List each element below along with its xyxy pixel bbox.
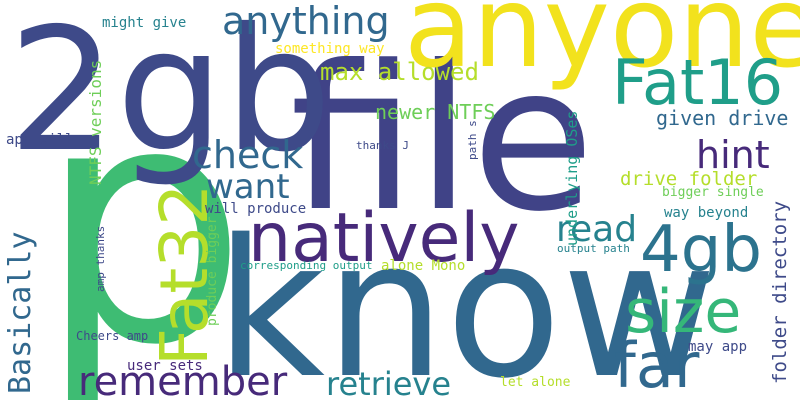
word-cheers-amp: Cheers amp	[76, 329, 149, 343]
word-remember: remember	[78, 359, 288, 400]
word-underlying-oses: underlying OSes	[563, 110, 581, 246]
word-thanks-j: thanks J	[356, 139, 409, 152]
word-given-drive: given drive	[656, 106, 789, 130]
word-retrieve: retrieve	[326, 365, 452, 400]
word-anyone: anyone	[404, 0, 800, 93]
word-basically: Basically	[3, 231, 38, 394]
word-size: size	[625, 277, 742, 347]
word-folder-directory: folder directory	[769, 200, 791, 384]
word-file: file	[290, 23, 595, 256]
word-check: check	[192, 133, 304, 177]
word-ntfs-versions: NTFS versions	[86, 59, 105, 185]
word-might-give: might give	[102, 15, 187, 31]
word-path-s: path s	[466, 120, 479, 160]
word-produce-bigger: produce bigger	[205, 216, 220, 326]
word-want: want	[206, 167, 290, 207]
word-app-will: app will	[6, 132, 74, 148]
word-2gb: 2gb	[8, 0, 332, 190]
word-know: know	[215, 199, 718, 400]
word-amp-thanks: amp thanks	[94, 225, 107, 292]
word-drive-folder: drive folder	[620, 168, 758, 190]
word-p: p	[38, 33, 248, 400]
word-anything: anything	[222, 0, 390, 43]
word-will-produce: will produce	[205, 201, 307, 217]
word-natively: natively	[248, 199, 520, 278]
word-read: read	[556, 209, 638, 250]
word-newer-ntfs: newer NTFS	[375, 100, 496, 124]
word-user-sets: user sets	[127, 358, 203, 374]
word-fat16: Fat16	[612, 46, 784, 119]
word-alone-mono: alone Mono	[381, 258, 466, 274]
word-let-alone: let alone	[500, 375, 571, 390]
word-hint: hint	[696, 133, 770, 177]
word-max-allowed: max allowed	[320, 58, 479, 86]
word-far: far	[614, 329, 700, 400]
word-corresponding-output: corresponding output	[240, 259, 373, 272]
word-4gb: 4gb	[640, 213, 762, 287]
word-may-app: may app	[688, 339, 748, 355]
word-bigger-single: bigger single	[662, 185, 764, 200]
word-something-way: something way	[275, 41, 385, 57]
word-way-beyond: way beyond	[664, 205, 749, 221]
word-output-path: output path	[557, 242, 630, 255]
